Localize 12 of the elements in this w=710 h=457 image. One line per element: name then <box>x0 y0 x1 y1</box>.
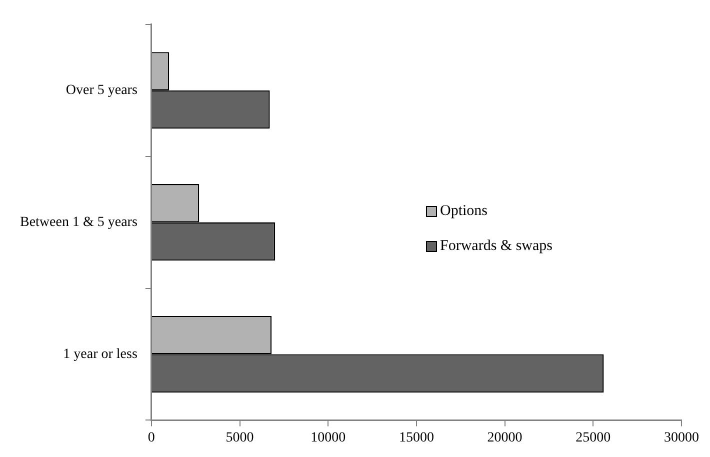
x-tick-label: 15000 <box>398 430 434 446</box>
legend-label: Forwards & swaps <box>440 238 552 255</box>
y-tick-label: Over 5 years <box>66 83 138 98</box>
x-tick-label: 5000 <box>226 430 254 446</box>
y-tick-label: 1 year or less <box>63 346 138 362</box>
x-tick-label: 10000 <box>310 430 346 446</box>
x-tick-label: 30000 <box>664 430 699 446</box>
x-tick-label: 20000 <box>487 430 522 446</box>
y-tick-label: Between 1 & 5 years <box>20 214 138 230</box>
legend-label: Options <box>440 203 488 220</box>
x-tick-label: 25000 <box>576 430 611 446</box>
x-tick-label: 0 <box>148 430 155 446</box>
